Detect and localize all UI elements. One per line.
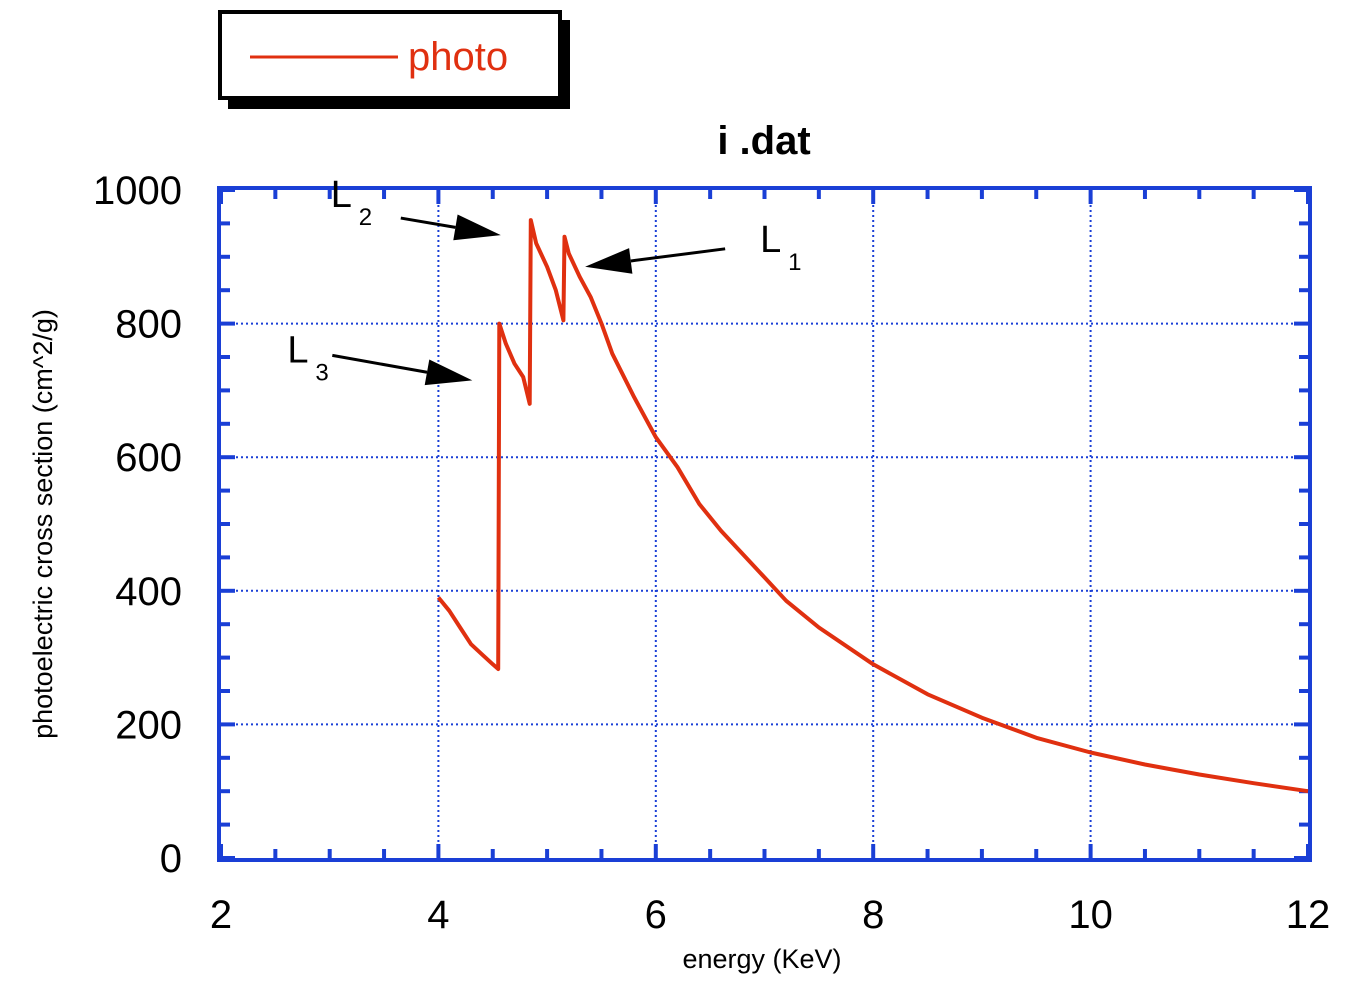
x-tick-label: 2: [210, 893, 232, 937]
axis-ticks: [219, 188, 1310, 860]
x-tick-labels: 2 4 6 8 10 12: [210, 893, 1330, 937]
y-tick-labels: 0 200 400 600 800 1000: [93, 169, 182, 881]
y-tick-label: 400: [115, 570, 182, 614]
x-tick-label: 4: [427, 893, 449, 937]
annotation-arrow-shaft: [332, 353, 428, 374]
y-axis-label: photoelectric cross section (cm^2/g): [28, 309, 58, 739]
legend: photo: [218, 10, 570, 109]
annotation-arrow-head: [424, 359, 473, 386]
annotation-arrow-shaft: [630, 247, 726, 263]
y-tick-label: 200: [115, 703, 182, 747]
chart-title: i .dat: [717, 119, 810, 163]
legend-label: photo: [408, 35, 508, 79]
x-axis-label: energy (KeV): [682, 944, 841, 974]
grid: [221, 190, 1308, 858]
y-tick-label: 1000: [93, 169, 182, 213]
x-tick-label: 12: [1286, 893, 1331, 937]
annotation-subscript: 2: [359, 204, 372, 231]
x-tick-label: 10: [1068, 893, 1113, 937]
plot-frame: [217, 186, 1312, 862]
x-tick-label: 6: [645, 893, 667, 937]
y-tick-label: 800: [115, 303, 182, 347]
series-layer: [436, 218, 1309, 794]
annotation-arrow-head: [453, 214, 501, 241]
annotation-label: L: [760, 219, 781, 261]
annotation-label: L: [331, 174, 352, 216]
x-tick-label: 8: [862, 893, 884, 937]
annotation-arrow-shaft: [400, 216, 456, 229]
y-tick-label: 600: [115, 436, 182, 480]
annotation-subscript: 1: [788, 249, 801, 276]
annotation-arrow-head: [585, 248, 633, 274]
y-tick-label: 0: [160, 837, 182, 881]
legend-box: [218, 10, 562, 100]
series-line-photo: [436, 218, 1309, 794]
annotation-subscript: 3: [315, 359, 328, 386]
annotation-label: L: [287, 329, 308, 371]
